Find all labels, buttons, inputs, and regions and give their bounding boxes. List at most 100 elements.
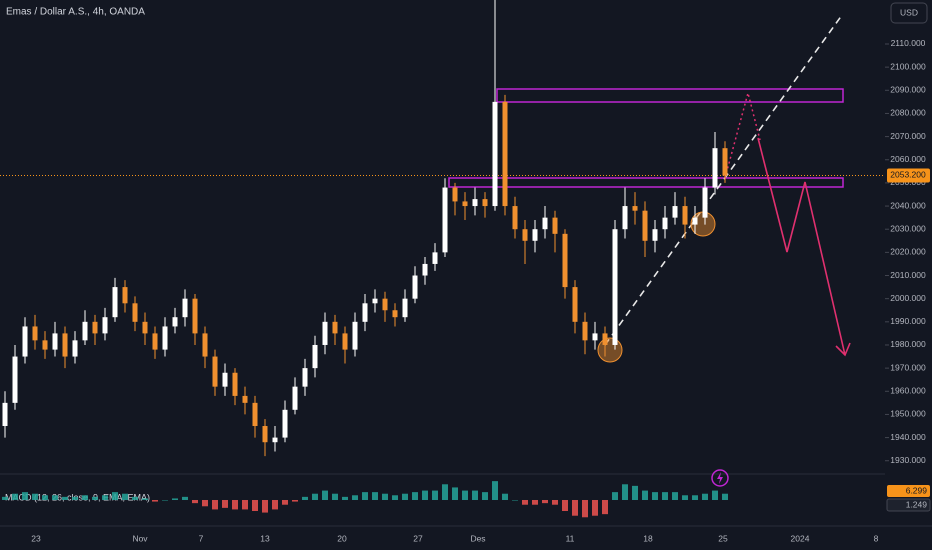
candle-body <box>82 321 88 341</box>
macd-histogram-bar <box>712 490 718 500</box>
last-price-box <box>887 168 930 183</box>
macd-histogram-bar <box>142 498 148 500</box>
candle-body <box>472 199 478 207</box>
candle-body <box>22 326 28 357</box>
candle-body <box>622 206 628 230</box>
macd-histogram-bar <box>682 495 688 500</box>
macd-histogram-bar <box>452 487 458 500</box>
macd-histogram-bar <box>542 500 548 504</box>
macd-histogram-bar <box>152 500 158 502</box>
y-tick-label: 2060.000 <box>890 154 926 164</box>
candle-body <box>552 217 558 234</box>
candle-body <box>572 287 578 322</box>
macd-histogram-bar <box>222 500 228 508</box>
candle-body <box>452 187 458 202</box>
currency-button[interactable] <box>890 2 928 24</box>
macd-histogram-bar <box>702 493 708 500</box>
candle-body <box>212 356 218 387</box>
macd-histogram-bar <box>292 500 298 502</box>
macd-histogram-bar <box>92 496 98 500</box>
candle-body <box>202 333 208 357</box>
macd-histogram-bar <box>262 500 268 513</box>
macd-histogram-bar <box>552 500 558 505</box>
macd-histogram-bar <box>232 500 238 510</box>
x-tick-label: Des <box>470 533 485 543</box>
macd-histogram-bar <box>442 484 448 500</box>
macd-histogram-bar <box>282 500 288 505</box>
candle-body <box>492 101 498 207</box>
x-tick-label: 13 <box>260 533 270 543</box>
macd-histogram-bar <box>372 492 378 500</box>
y-tick-label: 2000.000 <box>890 293 926 303</box>
x-tick-label: 18 <box>643 533 653 543</box>
y-tick-label: 1990.000 <box>890 316 926 326</box>
candle-body <box>432 252 438 264</box>
candle-body <box>712 148 718 188</box>
candle-body <box>642 210 648 241</box>
macd-histogram-bar <box>332 493 338 500</box>
macd-histogram-bar <box>632 485 638 500</box>
x-tick-label: 20 <box>337 533 347 543</box>
candle-body <box>122 287 128 304</box>
candle-body <box>382 298 388 311</box>
macd-histogram-bar <box>122 493 128 500</box>
y-tick-label: 2080.000 <box>890 108 926 118</box>
candle-body <box>152 333 158 350</box>
candle-body <box>672 206 678 218</box>
macd-histogram-bar <box>642 490 648 500</box>
candle-body <box>502 101 508 207</box>
candle-body <box>242 395 248 403</box>
macd-histogram-bar <box>592 500 598 516</box>
y-tick-label: 1980.000 <box>890 339 926 349</box>
candle-body <box>542 217 548 230</box>
macd-histogram-bar <box>182 496 188 500</box>
last-price-label: 2053.200 <box>890 170 926 180</box>
x-tick-label: Nov <box>132 533 148 543</box>
candle-body <box>522 229 528 241</box>
macd-histogram-bar <box>482 492 488 500</box>
macd-histogram-bar <box>362 492 368 500</box>
macd-histogram-bar <box>62 496 68 500</box>
candle-body <box>342 333 348 350</box>
candle-body <box>332 321 338 334</box>
candle-body <box>632 206 638 211</box>
candle-body <box>602 333 608 345</box>
candle-body <box>282 409 288 438</box>
y-tick-label: 2010.000 <box>890 270 926 280</box>
y-tick-label: 2070.000 <box>890 131 926 141</box>
macd-histogram-bar <box>462 490 468 500</box>
macd-histogram-bar <box>32 493 38 500</box>
candle-body <box>352 321 358 350</box>
macd-histogram-bar <box>512 500 518 501</box>
candle-body <box>682 206 688 225</box>
macd-histogram-bar <box>162 500 168 501</box>
macd-histogram-bar <box>602 500 608 515</box>
candle-body <box>482 199 488 207</box>
highlight-circle <box>597 337 623 363</box>
candle-body <box>92 321 98 334</box>
candle-body <box>102 317 108 334</box>
macd-histogram-bar <box>312 493 318 500</box>
macd-histogram-bar <box>382 493 388 500</box>
candle-body <box>422 263 428 276</box>
candle-body <box>222 372 228 387</box>
alert-icon[interactable] <box>711 469 729 487</box>
candle-body <box>32 326 38 341</box>
candle-body <box>312 344 318 369</box>
macd-histogram-bar <box>72 496 78 500</box>
macd-histogram-bar <box>422 490 428 500</box>
support-zone <box>448 177 844 188</box>
macd-histogram-bar <box>102 495 108 500</box>
macd-histogram-bar <box>42 495 48 500</box>
y-tick-label: 2110.000 <box>891 38 926 48</box>
alert-bolt <box>717 472 723 484</box>
x-tick-label: 11 <box>566 533 575 543</box>
chart-title: Emas / Dollar A.S., 4h, OANDA <box>6 7 145 18</box>
candle-body <box>372 298 378 304</box>
macd-histogram-bar <box>202 500 208 507</box>
candle-body <box>272 437 278 443</box>
y-tick-label: 2100.000 <box>890 61 926 71</box>
